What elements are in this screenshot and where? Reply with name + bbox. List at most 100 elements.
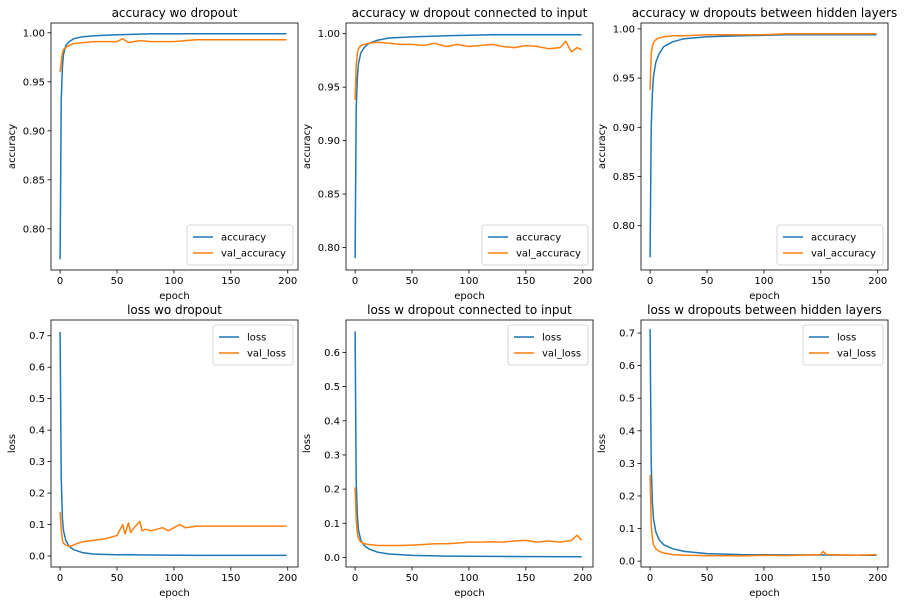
legend-label: val_loss	[542, 349, 581, 360]
legend-label: accuracy	[221, 233, 266, 244]
y-tick-label: 0.6	[619, 361, 635, 372]
axes-frame	[640, 319, 889, 568]
x-tick-label: 0	[647, 276, 653, 287]
x-tick-label: 150	[516, 573, 535, 584]
y-tick-label: 0.2	[324, 485, 340, 496]
legend: loss val_loss	[802, 324, 884, 366]
legend-label: loss	[837, 333, 856, 344]
series-loss	[649, 329, 877, 557]
y-axis-label: loss	[597, 434, 608, 453]
legend-label: val_loss	[837, 349, 876, 360]
legend-label: loss	[542, 333, 561, 344]
y-tick-label: 0.7	[619, 329, 635, 340]
x-tick-label: 0	[647, 573, 653, 584]
chart-title: accuracy w dropout connected to input	[352, 6, 588, 20]
y-tick-label: 0.90	[613, 123, 635, 134]
x-tick-label: 100	[754, 276, 773, 287]
legend: loss val_loss	[507, 324, 589, 366]
y-tick-label: 0.5	[29, 394, 45, 405]
axes-frame	[50, 319, 299, 568]
x-tick-label: 150	[811, 276, 830, 287]
x-tick-label: 0	[57, 276, 63, 287]
y-tick-label: 0.85	[23, 175, 45, 186]
legend-label: val_loss	[247, 349, 286, 360]
subplot-1: accuracy wo dropout 0 50 100 150 200 0.80 0.85 0…	[7, 6, 299, 302]
x-tick-label: 150	[221, 573, 240, 584]
x-tick-label: 200	[573, 573, 592, 584]
x-tick-label: 50	[406, 276, 419, 287]
y-tick-label: 0.1	[324, 519, 340, 530]
x-tick-label: 100	[754, 573, 773, 584]
y-axis-label: accuracy	[597, 124, 608, 169]
x-tick-label: 150	[811, 573, 830, 584]
x-tick-label: 200	[868, 276, 887, 287]
y-tick-label: 0.6	[29, 363, 45, 374]
x-tick-label: 50	[701, 276, 714, 287]
chart-title: loss w dropout connected to input	[367, 303, 572, 317]
y-tick-label: 0.4	[29, 426, 45, 437]
legend-box	[507, 324, 589, 366]
x-axis-label: epoch	[159, 291, 189, 302]
y-tick-label: 0.90	[23, 126, 45, 137]
y-tick-label: 0.5	[324, 382, 340, 393]
series-val-accuracy	[59, 37, 287, 73]
x-tick-label: 50	[111, 276, 124, 287]
series-loss	[59, 331, 287, 557]
x-tick-label: 150	[221, 276, 240, 287]
legend-label: val_accuracy	[221, 249, 286, 260]
y-tick-label: 0.3	[324, 450, 340, 461]
x-tick-label: 0	[57, 573, 63, 584]
axes-frame	[345, 22, 594, 271]
y-tick-label: 0.2	[29, 489, 45, 500]
y-tick-label: 1.00	[23, 28, 45, 39]
legend-box	[776, 224, 884, 266]
y-tick-label: 1.00	[613, 24, 635, 35]
y-axis-label: loss	[302, 434, 313, 453]
legend-label: val_accuracy	[811, 249, 876, 260]
x-tick-label: 200	[278, 276, 297, 287]
y-tick-label: 0.0	[324, 553, 340, 564]
legend-box	[186, 224, 294, 266]
y-axis-label: loss	[7, 434, 18, 453]
subplot-6: loss w dropouts between hidden layers 0 50…	[597, 303, 889, 599]
chart-title: accuracy wo dropout	[112, 6, 238, 20]
legend-box	[802, 324, 884, 366]
subplot-5: loss w dropout connected to input 0 50 100 1…	[302, 303, 594, 599]
y-tick-label: 0.3	[29, 457, 45, 468]
x-tick-label: 100	[459, 573, 478, 584]
y-tick-label: 0.80	[613, 221, 635, 232]
y-tick-label: 0.4	[619, 426, 635, 437]
x-axis-label: epoch	[159, 588, 189, 599]
legend: loss val_loss	[212, 324, 294, 366]
legend-label: accuracy	[516, 233, 561, 244]
y-tick-label: 0.95	[23, 77, 45, 88]
x-tick-label: 200	[868, 573, 887, 584]
axes-frame	[50, 22, 299, 271]
legend-label: loss	[247, 333, 266, 344]
subplot-3: accuracy w dropouts between hidden layer…	[597, 6, 897, 302]
x-tick-label: 150	[516, 276, 535, 287]
x-axis-label: epoch	[454, 291, 484, 302]
y-axis-label: accuracy	[302, 124, 313, 169]
x-tick-label: 200	[278, 573, 297, 584]
y-tick-label: 1.00	[318, 29, 340, 40]
y-tick-label: 0.95	[613, 74, 635, 85]
x-axis-label: epoch	[749, 588, 779, 599]
x-tick-label: 100	[164, 276, 183, 287]
x-tick-label: 50	[701, 573, 714, 584]
subplot-4: loss wo dropout 0 50 100 150 200 0.0 0.1 0.2 0.3 0…	[7, 303, 299, 599]
x-tick-label: 0	[352, 573, 358, 584]
series-loss	[354, 331, 582, 558]
x-axis-label: epoch	[749, 291, 779, 302]
series-val-loss	[354, 487, 583, 547]
y-tick-label: 0.7	[29, 331, 45, 342]
y-tick-label: 0.0	[29, 551, 45, 562]
y-tick-label: 0.2	[619, 491, 635, 502]
series-val-loss	[59, 511, 287, 548]
series-val-accuracy	[649, 33, 877, 90]
legend: accuracy val_accuracy	[186, 224, 294, 266]
y-tick-label: 0.3	[619, 459, 635, 470]
y-tick-label: 0.6	[324, 348, 340, 359]
legend-label: val_accuracy	[516, 249, 581, 260]
